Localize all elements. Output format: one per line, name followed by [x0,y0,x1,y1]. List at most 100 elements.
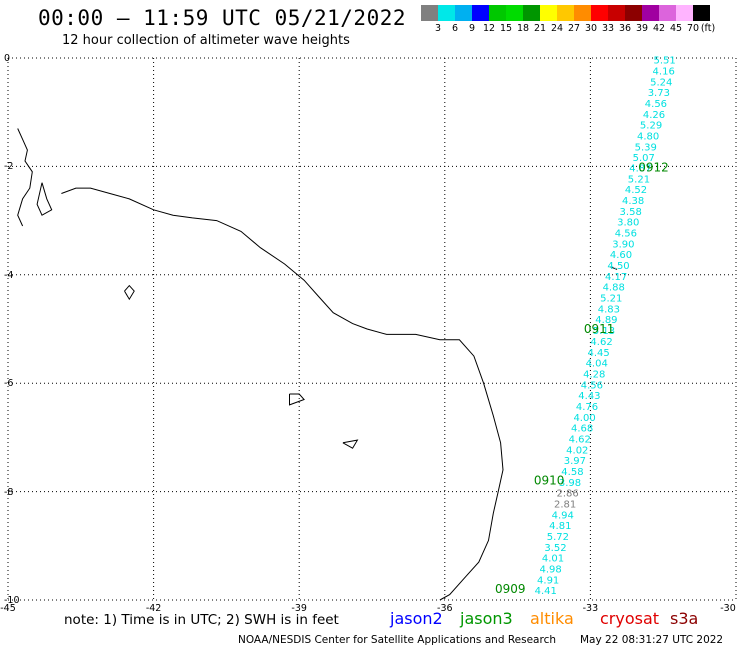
inland-lake [124,284,135,301]
swh-value-label: 2.81 [554,500,576,511]
swh-value-label: 5.51 [654,56,676,67]
color-scale-bar [421,5,710,21]
swh-value-label: 2.86 [556,489,578,500]
swh-value-label: 4.45 [588,348,610,359]
color-scale-label: 12 [482,23,496,34]
color-scale-label: 39 [635,23,649,34]
color-swatch [693,5,710,21]
swh-value-label: 4.89 [595,315,617,326]
swh-value-label: 4.02 [566,445,588,456]
color-swatch [642,5,659,21]
swh-value-label: 4.80 [637,132,659,143]
color-scale-unit: (ft) [700,23,716,34]
reservoir-2 [342,439,359,449]
swh-value-label: 4.56 [581,380,603,391]
bay-shore [17,128,33,227]
color-scale-label: 42 [652,23,666,34]
swh-value-label: 5.24 [650,77,672,88]
track-time-label: 0910 [534,474,565,488]
lat-tick-label: 0 [4,53,11,64]
color-swatch [557,5,574,21]
track-time-label: 0912 [638,160,669,174]
color-swatch [455,5,472,21]
lat-lon-grid [7,57,737,601]
track-time-label: 0911 [584,322,615,336]
color-scale-label: 30 [584,23,598,34]
swh-value-label: 4.58 [561,467,583,478]
satellite-name: jason2 [390,609,443,628]
altimeter-track: 5.514.165.243.734.564.265.294.805.395.07… [495,56,676,598]
track-time-label: 0909 [495,582,526,596]
swh-value-label: 4.68 [571,424,593,435]
lon-tick-label: -30 [720,603,736,614]
lon-tick-label: -45 [0,603,16,614]
color-swatch [489,5,506,21]
color-swatch [659,5,676,21]
swh-value-label: 4.56 [645,99,667,110]
color-scale-label: 15 [499,23,513,34]
swh-value-label: 4.98 [539,565,561,576]
lat-tick-label: -6 [4,378,14,390]
swh-value-label: 4.28 [583,369,605,380]
swh-value-label: 5.21 [628,174,650,185]
swh-value-label: 5.21 [600,294,622,305]
swh-value-label: 5.39 [635,142,657,153]
swh-value-label: 4.56 [615,229,637,240]
lon-tick-label: -39 [291,603,307,614]
swh-value-label: 3.80 [617,218,639,229]
satellite-name: cryosat [600,609,660,628]
swh-value-label: 5.13 [593,326,615,337]
swh-value-label: 4.81 [549,521,571,532]
swh-value-label: 4.94 [552,510,574,521]
swh-value-label: 4.62 [590,337,612,348]
bay-island [36,182,53,216]
swh-value-label: 5.29 [640,121,662,132]
map-title: 00:00 – 11:59 UTC 05/21/2022 [38,6,407,30]
color-swatch [574,5,591,21]
lat-tick-label: -8 [4,486,14,498]
swh-value-label: 4.16 [653,66,675,77]
lat-tick-label: -10 [4,595,20,606]
swh-value-label: 4.43 [578,391,600,402]
swh-value-label: 4.87 [629,163,651,174]
color-scale-label: 45 [669,23,683,34]
color-swatch [625,5,642,21]
reservoir-1 [289,393,305,406]
swh-value-label: 4.50 [607,261,629,272]
swh-value-label: 4.91 [537,575,559,586]
color-scale-label: 6 [451,23,459,34]
swh-value-label: 4.17 [605,272,627,283]
swh-value-label: 3.58 [620,207,642,218]
swh-value-label: 4.01 [542,554,564,565]
satellite-name: s3a [670,609,699,628]
swh-value-label: 5.07 [633,153,655,164]
lon-tick-label: -42 [145,603,162,614]
footer-note: note: 1) Time is in UTC; 2) SWH is in fe… [64,612,339,628]
color-scale-label: 21 [533,23,547,34]
fernando-de-noronha [609,266,618,270]
color-swatch [523,5,540,21]
coastline-main [61,187,504,601]
swh-value-label: 3.52 [544,543,566,554]
color-scale-label: 9 [468,23,476,34]
color-scale-label: 33 [601,23,615,34]
satellite-name: altika [530,609,574,628]
lat-tick-label: -2 [4,161,14,173]
swh-value-label: 4.26 [643,110,665,121]
color-scale-label: 70 [686,23,700,34]
color-swatch [608,5,625,21]
swh-value-label: 4.00 [573,413,595,424]
swh-value-label: 4.41 [535,586,557,597]
lon-tick-label: -33 [582,603,599,614]
swh-value-label: 4.04 [586,359,608,370]
coastline [17,128,618,601]
swh-value-label: 3.90 [612,239,634,250]
map-subtitle: 12 hour collection of altimeter wave hei… [62,33,350,48]
color-swatch [506,5,523,21]
color-swatch [438,5,455,21]
color-scale-label: 18 [516,23,530,34]
credit-line: NOAA/NESDIS Center for Satellite Applica… [238,634,556,646]
color-swatch [591,5,608,21]
satellite-name: jason3 [460,609,513,628]
